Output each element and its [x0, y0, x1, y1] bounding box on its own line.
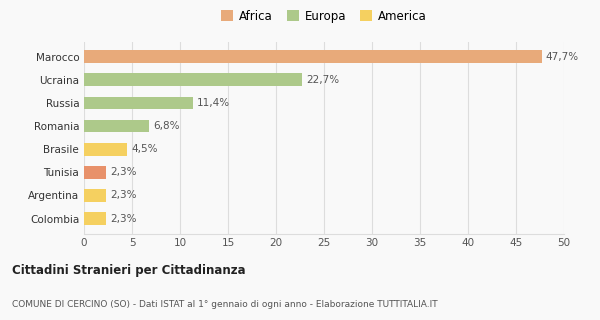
- Bar: [84, 166, 106, 179]
- Bar: [84, 50, 542, 63]
- Text: 4,5%: 4,5%: [131, 144, 158, 154]
- Bar: [84, 120, 149, 132]
- Text: 6,8%: 6,8%: [153, 121, 179, 131]
- Bar: [84, 74, 302, 86]
- Text: 2,3%: 2,3%: [110, 167, 136, 177]
- Text: 47,7%: 47,7%: [546, 52, 579, 62]
- Text: 22,7%: 22,7%: [306, 75, 339, 85]
- Bar: [84, 143, 127, 156]
- Text: 11,4%: 11,4%: [197, 98, 230, 108]
- Bar: [84, 97, 193, 109]
- Bar: [84, 189, 106, 202]
- Text: COMUNE DI CERCINO (SO) - Dati ISTAT al 1° gennaio di ogni anno - Elaborazione TU: COMUNE DI CERCINO (SO) - Dati ISTAT al 1…: [12, 300, 437, 309]
- Legend: Africa, Europa, America: Africa, Europa, America: [218, 6, 430, 26]
- Bar: [84, 212, 106, 225]
- Text: 2,3%: 2,3%: [110, 213, 136, 223]
- Text: Cittadini Stranieri per Cittadinanza: Cittadini Stranieri per Cittadinanza: [12, 264, 245, 276]
- Text: 2,3%: 2,3%: [110, 190, 136, 200]
